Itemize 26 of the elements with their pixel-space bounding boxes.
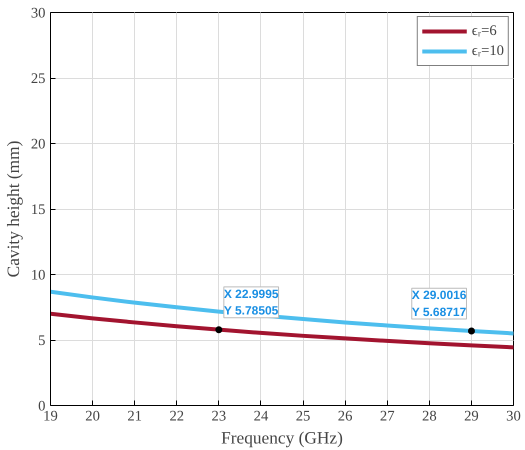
x-tick-label: 20 <box>85 408 100 424</box>
legend-label: ϵᵣ=6 <box>472 22 497 40</box>
x-tick-label: 19 <box>43 408 58 424</box>
annotation: X 22.9995 Y 5.78505 <box>224 286 279 318</box>
x-tick-label: 24 <box>254 408 269 424</box>
y-tick-label: 30 <box>30 6 46 22</box>
y-axis-title: Cavity height (mm) <box>4 140 23 278</box>
y-tick-label: 15 <box>30 202 46 218</box>
x-tick-label: 23 <box>212 408 226 424</box>
annotation: X 29.0016 Y 5.68717 <box>412 288 467 319</box>
y-tick-label: 20 <box>30 136 46 152</box>
x-tick-label: 30 <box>506 408 521 424</box>
x-tick-label: 22 <box>169 408 184 424</box>
y-tick-label: 5 <box>38 333 46 349</box>
x-tick-label: 27 <box>380 408 395 424</box>
x-tick-label: 21 <box>127 408 142 424</box>
x-axis-title: Frequency (GHz) <box>221 428 344 448</box>
y-tick-label: 0 <box>38 398 46 414</box>
line-series <box>50 290 514 336</box>
y-tick-label: 10 <box>30 268 46 284</box>
y-tick-label: 25 <box>30 71 46 87</box>
x-tick-label: 28 <box>422 408 437 424</box>
x-tick-label: 29 <box>464 408 479 424</box>
x-tick-label: 25 <box>296 408 310 424</box>
x-tick-label: 26 <box>338 408 352 424</box>
legend-label: ϵᵣ=10 <box>472 42 504 60</box>
